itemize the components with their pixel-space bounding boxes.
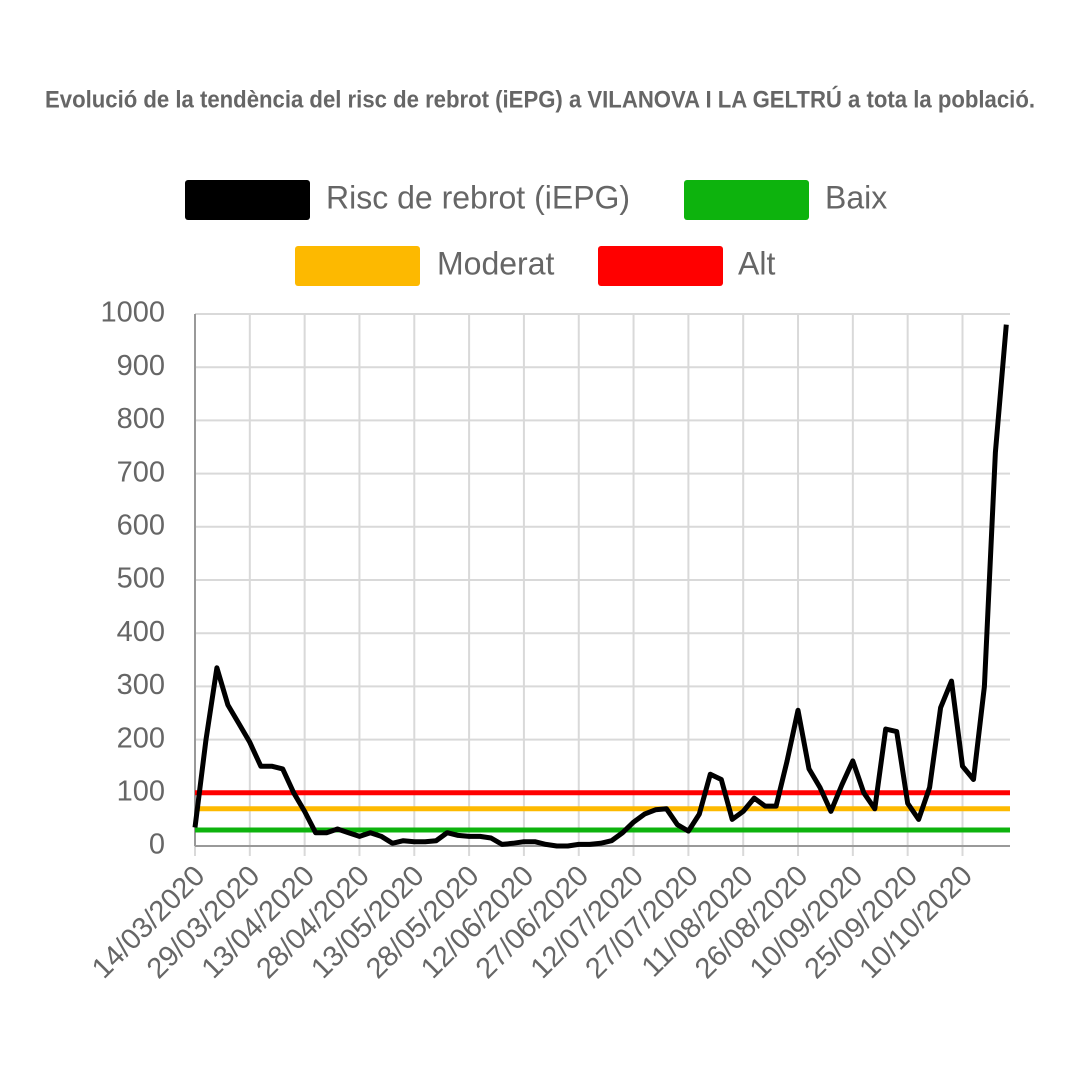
chart-title: Evolució de la tendència del risc de reb… [45, 85, 1035, 113]
legend-swatch [684, 180, 809, 220]
y-tick-label: 900 [117, 350, 165, 382]
y-tick-label: 300 [117, 669, 165, 701]
legend-label: Risc de rebrot (iEPG) [326, 179, 630, 215]
legend-swatch [295, 246, 420, 286]
y-tick-label: 600 [117, 509, 165, 541]
y-tick-label: 500 [117, 563, 165, 595]
y-tick-label: 700 [117, 456, 165, 488]
legend-swatch [185, 180, 310, 220]
y-tick-label: 0 [149, 829, 165, 861]
y-tick-label: 400 [117, 616, 165, 648]
y-tick-label: 800 [117, 403, 165, 435]
legend-swatch [598, 246, 723, 286]
y-tick-label: 100 [117, 775, 165, 807]
legend-label: Alt [738, 245, 775, 281]
legend-label: Baix [825, 179, 887, 215]
y-tick-label: 1000 [100, 297, 165, 329]
data-line [192, 324, 1009, 849]
y-tick-label: 200 [117, 722, 165, 754]
legend-label: Moderat [437, 245, 555, 281]
